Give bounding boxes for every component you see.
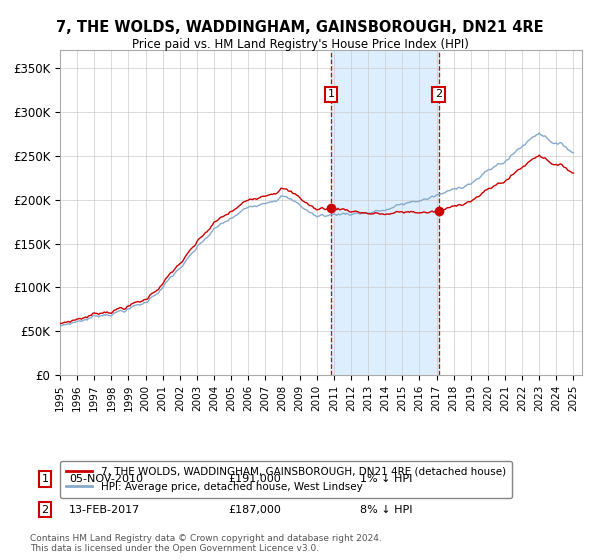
- Text: Contains HM Land Registry data © Crown copyright and database right 2024.
This d: Contains HM Land Registry data © Crown c…: [30, 534, 382, 553]
- Text: £191,000: £191,000: [228, 474, 281, 484]
- Legend: 7, THE WOLDS, WADDINGHAM, GAINSBOROUGH, DN21 4RE (detached house), HPI: Average : 7, THE WOLDS, WADDINGHAM, GAINSBOROUGH, …: [60, 460, 512, 498]
- Text: Price paid vs. HM Land Registry's House Price Index (HPI): Price paid vs. HM Land Registry's House …: [131, 38, 469, 51]
- Bar: [331, 50, 439, 375]
- Text: 1: 1: [328, 89, 335, 99]
- Text: £187,000: £187,000: [228, 505, 281, 515]
- Text: 1: 1: [41, 474, 49, 484]
- Text: 1% ↓ HPI: 1% ↓ HPI: [360, 474, 412, 484]
- Text: 7, THE WOLDS, WADDINGHAM, GAINSBOROUGH, DN21 4RE: 7, THE WOLDS, WADDINGHAM, GAINSBOROUGH, …: [56, 20, 544, 35]
- Text: 2: 2: [41, 505, 49, 515]
- Text: 2: 2: [435, 89, 442, 99]
- Text: 05-NOV-2010: 05-NOV-2010: [69, 474, 143, 484]
- Text: 13-FEB-2017: 13-FEB-2017: [69, 505, 140, 515]
- Text: 8% ↓ HPI: 8% ↓ HPI: [360, 505, 413, 515]
